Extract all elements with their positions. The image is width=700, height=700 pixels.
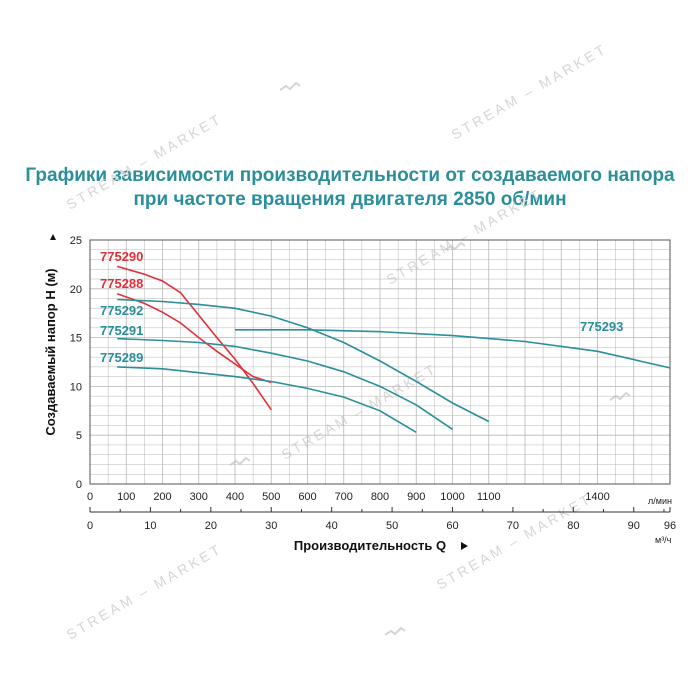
x-tick-label-lmin: 1400: [585, 491, 609, 503]
plot-frame: [89, 239, 671, 485]
x-unit-lmin: л/мин: [648, 496, 672, 506]
chart-grid: [89, 239, 671, 485]
watermark-text: STREAM – MARKET: [279, 360, 441, 462]
watermark-text: STREAM – MARKET: [384, 185, 546, 287]
y-axis-arrow-icon: [50, 234, 56, 240]
x-tick-label-lmin: 500: [262, 491, 280, 503]
series-line-775291: [117, 337, 453, 430]
x-tick-label-lmin: 700: [335, 491, 353, 503]
chart-series: [116, 265, 671, 433]
watermark-logo-icon: [384, 626, 406, 636]
x-axis-label: Производительность Q: [294, 538, 446, 553]
watermark-text: STREAM – MARKET: [64, 110, 226, 212]
watermark-text: STREAM – MARKET: [449, 40, 611, 142]
series-label-775293: 775293: [580, 319, 623, 334]
y-tick-label: 0: [76, 479, 82, 491]
x-tick-label-lmin: 0: [87, 491, 93, 503]
x-tick-label-lmin: 400: [226, 491, 244, 503]
x-tick-label-m3h: 90: [628, 520, 640, 532]
y-tick-label: 15: [70, 333, 82, 345]
chart-title-line2: при частоте вращения двигателя 2850 об/м…: [133, 189, 567, 210]
watermark-logo-icon: [279, 81, 301, 91]
x-tick-label-lmin: 300: [190, 491, 208, 503]
x-tick-label-lmin: 800: [371, 491, 389, 503]
x-tick-label-lmin: 1100: [477, 491, 501, 503]
watermark-logo-icon: [444, 241, 466, 251]
y-tick-label: 10: [70, 381, 82, 393]
series-label-775289: 775289: [100, 350, 143, 365]
x-tick-label-m3h: 20: [205, 520, 217, 532]
chart-title-line1: Графики зависимости производительности о…: [25, 165, 675, 186]
y-tick-label: 20: [70, 284, 82, 296]
x-tick-label-m3h: 10: [144, 520, 156, 532]
x-tick-label-m3h: 70: [507, 520, 519, 532]
series-line-775288: [116, 292, 272, 384]
x-tick-label-m3h: 96: [664, 520, 676, 532]
x-tick-label-lmin: 1000: [440, 491, 464, 503]
series-label-775291: 775291: [100, 323, 143, 338]
secondary-x-axis: 0 10 20 30 40 50 60 70 80 90 96: [87, 507, 676, 532]
series-label-775288: 775288: [100, 276, 143, 291]
x-tick-label-lmin: 600: [298, 491, 316, 503]
y-tick-label: 5: [76, 430, 82, 442]
y-axis-label: Создаваемый напор Н (м): [43, 268, 58, 435]
x-tick-label-m3h: 50: [386, 520, 398, 532]
series-line-775293: [235, 328, 671, 369]
watermark-logo-icon: [609, 391, 631, 401]
series-label-775292: 775292: [100, 303, 143, 318]
series-line-775292: [117, 298, 490, 423]
x-tick-label-m3h: 40: [326, 520, 338, 532]
x-tick-label-m3h: 60: [446, 520, 458, 532]
watermark-logo-icon: [229, 456, 251, 466]
watermark-text: STREAM – MARKET: [64, 540, 226, 642]
chart-series-labels: 775290 775288 775292 775291 775289 775293: [100, 249, 623, 365]
series-label-775290: 775290: [100, 249, 143, 264]
x-tick-label-lmin: 100: [117, 491, 135, 503]
x-tick-label-lmin: 900: [407, 491, 425, 503]
series-line-775289: [117, 366, 417, 433]
x-tick-label-lmin: 200: [153, 491, 171, 503]
series-line-775290: [116, 265, 272, 411]
chart-tick-labels: 0 5 10 15 20 25 0 100 200 300 400 500 600 700 800 900 10…: [70, 235, 610, 503]
watermark-text: STREAM – MARKET: [434, 490, 596, 592]
x-tick-label-m3h: 30: [265, 520, 277, 532]
x-tick-label-m3h: 0: [87, 520, 93, 532]
x-axis-arrow-icon: [461, 542, 468, 550]
y-tick-label: 25: [70, 235, 82, 247]
x-unit-m3h: м³/ч: [655, 535, 672, 545]
x-tick-label-m3h: 80: [567, 520, 579, 532]
